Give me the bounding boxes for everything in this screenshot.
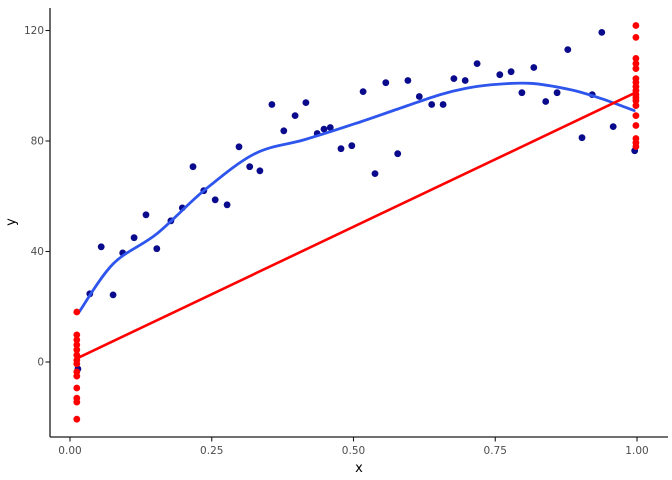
scatter-point [326, 124, 334, 131]
cluster-point [73, 415, 81, 423]
scatter-point [598, 29, 606, 36]
cluster-point [73, 398, 81, 406]
x-tick-label: 0.25 [200, 445, 223, 457]
scatter-point [473, 60, 481, 67]
scatter-point [439, 101, 447, 108]
cluster-point [73, 360, 81, 368]
scatter-point [359, 88, 367, 95]
scatter-point [609, 123, 617, 130]
scatter-point [130, 234, 138, 242]
scatter-point [256, 167, 264, 175]
y-axis-title: y [4, 218, 19, 226]
x-axis-title: x [355, 461, 363, 476]
cluster-point [73, 336, 81, 344]
scatter-point [394, 150, 402, 158]
scatter-point [337, 145, 345, 153]
scatter-point [268, 101, 276, 108]
cluster-point [632, 122, 640, 129]
scatter-point [553, 89, 561, 97]
scatter-point [280, 127, 288, 135]
scatter-point [223, 201, 231, 209]
scatter-point [371, 170, 379, 178]
scatter-point [496, 71, 504, 79]
cluster-point [632, 34, 640, 41]
scatter-point [211, 196, 219, 204]
cluster-point [632, 55, 640, 62]
cluster-point [632, 102, 640, 109]
cluster-point [73, 308, 81, 316]
scatter-point [450, 75, 458, 82]
y-tick-label: 80 [31, 136, 44, 148]
cluster-point [632, 97, 640, 105]
scatter-point [428, 101, 436, 108]
scatter-point [97, 243, 105, 251]
scatter-point [320, 125, 328, 133]
cluster-point [73, 341, 81, 349]
cluster-point [632, 112, 640, 119]
x-tick-label: 1.00 [625, 445, 648, 457]
x-tick-label: 0.50 [342, 445, 365, 457]
scatter-point [153, 245, 161, 253]
scatter-point [578, 134, 586, 142]
scatter-point [542, 98, 550, 105]
scatter-point [302, 99, 310, 106]
cluster-point [73, 351, 81, 359]
scatter-point [530, 64, 538, 71]
cluster-point [73, 384, 81, 392]
y-tick-label: 120 [24, 25, 44, 37]
cluster-point [632, 60, 640, 67]
scatter-point [382, 79, 390, 87]
scatter-point [235, 143, 243, 151]
scatter-point [348, 142, 356, 150]
cluster-point [632, 143, 640, 150]
cluster-point [73, 331, 81, 339]
cluster-point [632, 22, 640, 29]
scatter-point [291, 112, 299, 119]
scatter-point [404, 77, 412, 84]
cluster-point [632, 65, 640, 72]
scatter-point [461, 77, 469, 84]
loess-smooth-curve [77, 81, 636, 314]
scatter-point [109, 291, 117, 299]
x-tick-label: 0.00 [58, 445, 81, 457]
y-tick-label: 0 [37, 357, 44, 369]
scatter-point [189, 163, 197, 171]
scatter-point [564, 46, 572, 53]
scatter-point [518, 89, 526, 97]
y-tick-label: 40 [31, 246, 44, 258]
regression-line [76, 91, 637, 360]
cluster-point [73, 372, 81, 380]
scatter-point [246, 163, 254, 171]
cluster-point [73, 346, 81, 354]
scatter-point [507, 68, 515, 76]
scatter-point [415, 93, 423, 100]
x-tick-label: 0.75 [484, 445, 507, 457]
scatter-point [142, 211, 150, 219]
